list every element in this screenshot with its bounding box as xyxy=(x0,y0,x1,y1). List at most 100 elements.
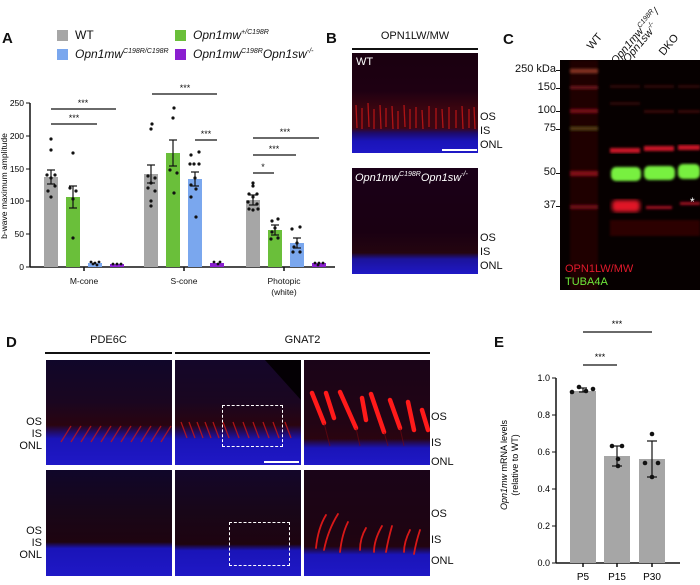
marker-100: 100 xyxy=(537,104,556,116)
panel-b-label-wt: WT xyxy=(356,56,374,68)
svg-text:0.0: 0.0 xyxy=(537,558,550,568)
zoom-region-box-bottom xyxy=(229,522,290,566)
svg-text:***: *** xyxy=(78,98,89,108)
panel-d-header-line-right xyxy=(175,352,430,354)
panel-d-image-pde6c-top xyxy=(46,360,172,465)
legend-label-dko-suffix: Opn1sw xyxy=(262,47,307,61)
marker-37: 37 xyxy=(543,199,556,211)
legend-label-hom-sup: C198R/C198R xyxy=(123,48,169,55)
panel-a-ylabel: b-wave maximum amplitude xyxy=(0,133,9,239)
panel-b-header: OPN1LW/MW xyxy=(380,30,450,42)
panel-b-image-wt: WT xyxy=(352,53,478,153)
panel-e-yticks: 1.0 0.8 0.6 0.4 0.2 0.0 xyxy=(537,373,556,568)
zoom-region-box-top xyxy=(222,405,283,447)
panel-a-letter: A xyxy=(2,30,13,47)
bars-s-cone xyxy=(144,106,224,267)
xlabel-p5: P5 xyxy=(577,572,590,583)
panel-e-bars xyxy=(570,391,665,563)
svg-text:100: 100 xyxy=(10,196,24,206)
panel-e-ylabel-2: (relative to WT) xyxy=(510,434,520,496)
sig-m-cone xyxy=(51,108,116,125)
panel-d-header-pde6c: PDE6C xyxy=(90,334,127,346)
lane-label-dko: DKO xyxy=(656,32,682,58)
svg-text:0.2: 0.2 xyxy=(537,521,550,531)
panel-d-layers-right-top: OS IS ONL xyxy=(431,411,454,468)
layer-onl: ONL xyxy=(480,260,503,272)
panel-b-layers-bottom: OS IS ONL xyxy=(480,232,503,272)
panel-d-header-gnat2: GNAT2 xyxy=(284,334,321,346)
xlabel-p30: P30 xyxy=(643,572,661,583)
legend-label-hom-base: Opn1mw xyxy=(75,47,124,61)
legend-swatch-hom xyxy=(57,48,68,60)
lane-label-wt: WT xyxy=(584,31,605,52)
panel-e-significance xyxy=(583,331,652,366)
svg-text:0: 0 xyxy=(19,262,24,272)
panel-c-letter: C xyxy=(503,31,514,48)
svg-text:1.0: 1.0 xyxy=(537,373,550,383)
panel-a-yticks: 250 200 150 100 50 0 xyxy=(10,98,30,272)
panel-b-layers-top: OS IS ONL xyxy=(480,111,503,151)
sig-s-cone xyxy=(152,93,217,141)
svg-text:0.6: 0.6 xyxy=(537,447,550,457)
panel-d-image-pde6c-bottom xyxy=(46,470,172,576)
bars-photopic xyxy=(246,181,326,267)
svg-text:*: * xyxy=(261,162,265,172)
panel-d-layers-left-top: OS IS ONL xyxy=(19,416,42,452)
svg-text:***: *** xyxy=(280,127,291,137)
layer-is: IS xyxy=(480,125,491,137)
xlabel-photopic: Photopic xyxy=(267,276,301,286)
xlabel-s-cone: S-cone xyxy=(171,276,198,286)
marker-250: 250 kDa xyxy=(515,63,556,75)
panel-c-markers: 250 kDa 150 100 75 50 37 xyxy=(500,60,560,290)
panel-d-image-gnat2-top xyxy=(175,360,301,465)
panel-d-image-gnat2-zoom-bottom xyxy=(304,470,430,576)
legend-label-dko-suffix-sup: -/- xyxy=(306,48,314,55)
panel-d-image-gnat2-bottom xyxy=(175,470,301,576)
layer-is: IS xyxy=(480,246,491,258)
panel-b-image-dko: Opn1mwC198ROpn1sw-/- xyxy=(352,168,478,274)
panel-e-letter: E xyxy=(494,334,505,351)
layer-os: OS xyxy=(480,232,496,244)
legend-label-wt: WT xyxy=(75,28,94,42)
svg-text:***: *** xyxy=(269,144,280,154)
panel-e-chart: Opn1mw mRNA levels (relative to WT) 1.0 … xyxy=(499,319,680,583)
sig-p5-p15: *** xyxy=(595,352,606,362)
blot-legend-red: OPN1LW/MW xyxy=(565,263,634,275)
panel-b-header-line xyxy=(352,48,478,50)
svg-text:***: *** xyxy=(201,129,212,139)
legend-label-het-base: Opn1mw xyxy=(193,28,242,42)
xlabel-m-cone: M-cone xyxy=(70,276,99,286)
legend-item-hom: Opn1mwC198R/C198R xyxy=(57,47,169,61)
legend-label-dko-sup: C198R xyxy=(241,48,263,55)
panel-b-letter: B xyxy=(326,30,337,47)
blot-legend-green: TUBA4A xyxy=(565,276,608,288)
sig-p5-p30: *** xyxy=(612,319,623,329)
panel-b-scale-bar xyxy=(442,149,477,151)
xlabel-photopic-sub: (white) xyxy=(271,287,297,297)
svg-text:250: 250 xyxy=(10,98,24,108)
svg-text:150: 150 xyxy=(10,164,24,174)
panel-d-header-line-left xyxy=(45,352,172,354)
svg-text:200: 200 xyxy=(10,131,24,141)
svg-text:50: 50 xyxy=(15,229,25,239)
layer-os: OS xyxy=(480,111,496,123)
panel-d-image-gnat2-zoom-top xyxy=(304,360,430,465)
panel-d-letter: D xyxy=(6,334,17,351)
panel-b-label-dko: Opn1mwC198ROpn1sw-/- xyxy=(355,171,468,184)
blot-asterisk: * xyxy=(690,195,695,209)
panel-a-chart: b-wave maximum amplitude 250 200 150 100… xyxy=(0,83,335,297)
marker-75: 75 xyxy=(543,122,556,134)
panel-e-ylabel: Opn1mw mRNA levels xyxy=(499,419,509,510)
panel-d-layers-left-bottom: OS IS ONL xyxy=(19,525,42,561)
legend-label-het-sup: +/C198R xyxy=(241,29,269,36)
legend-label-hom: Opn1mwC198R/C198R xyxy=(75,47,169,61)
legend-label-dko-base: Opn1mw xyxy=(193,47,242,61)
svg-text:***: *** xyxy=(69,113,80,123)
panel-d-scale-bar xyxy=(264,461,299,463)
svg-text:***: *** xyxy=(180,83,191,93)
panel-c-western-blot: * OPN1LW/MW TUBA4A xyxy=(560,60,700,290)
panel-d-layers-right-bottom: OS IS ONL xyxy=(431,508,454,567)
xlabel-p15: P15 xyxy=(608,572,626,583)
bars-m-cone xyxy=(44,137,124,267)
legend-item-wt: WT xyxy=(57,28,94,42)
